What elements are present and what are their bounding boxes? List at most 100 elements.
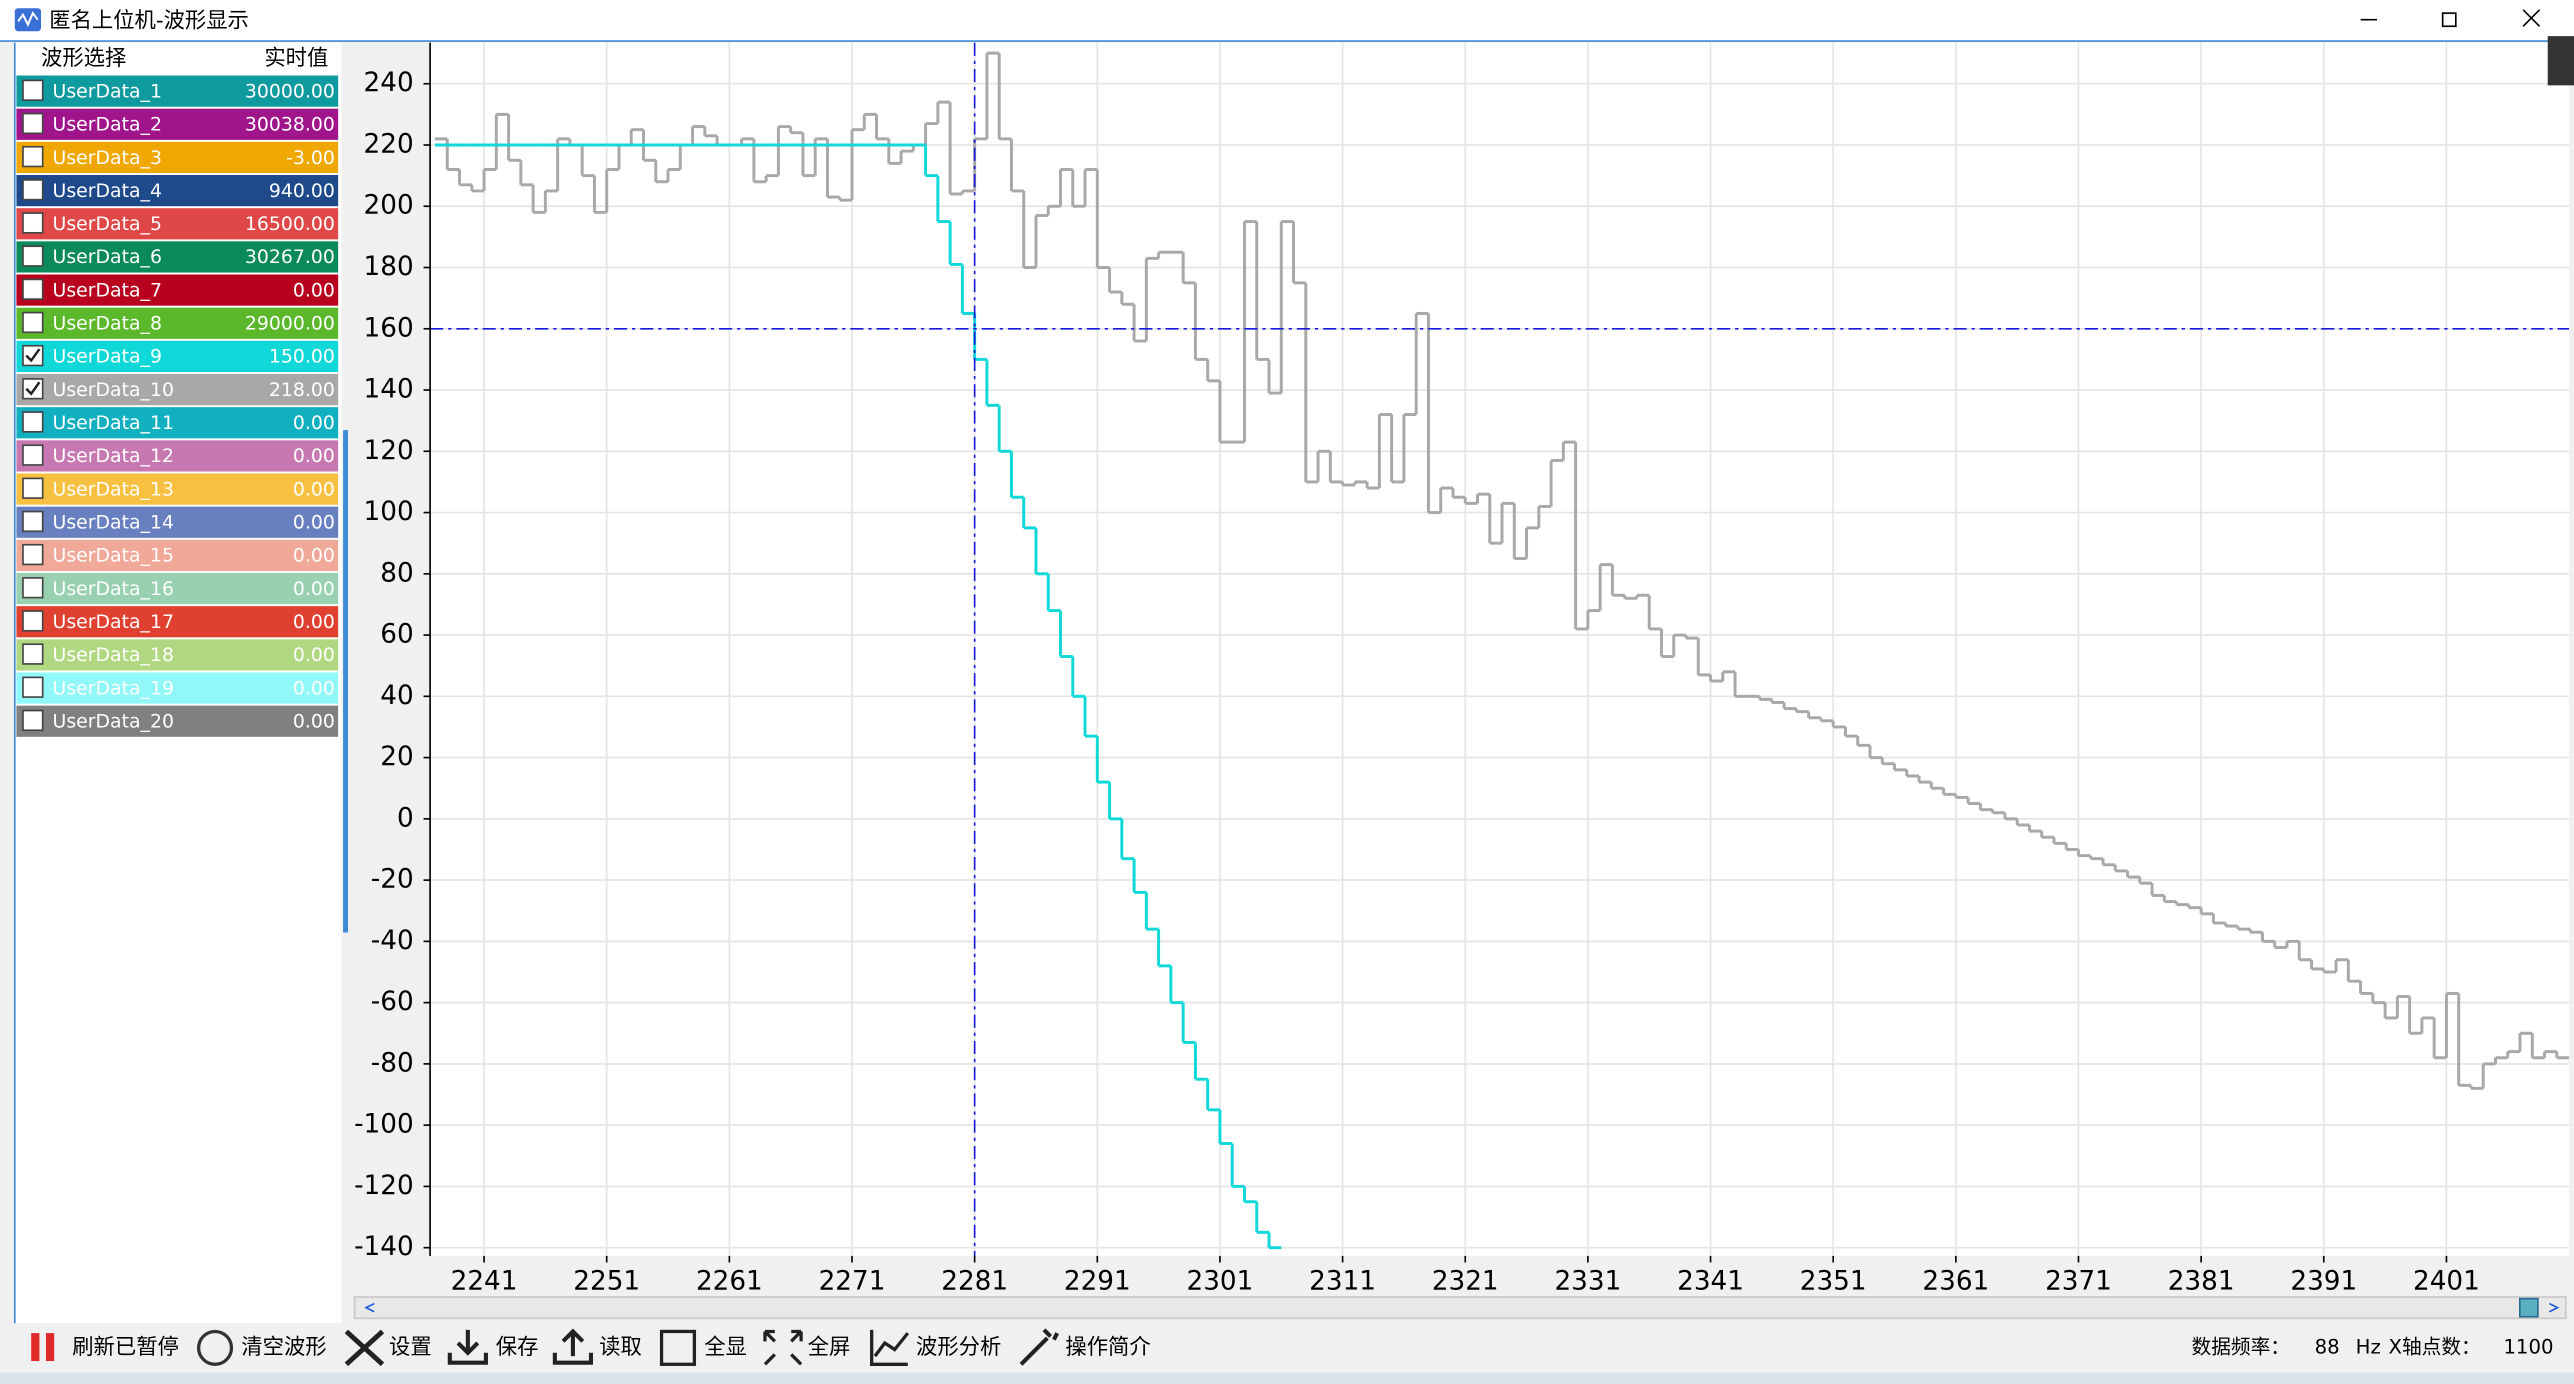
fullscreen-icon[interactable]: [763, 1329, 803, 1366]
toolbar-button[interactable]: 全屏: [808, 1335, 851, 1360]
y-tick-label: 220: [364, 129, 414, 159]
x-tick-label: 2241: [451, 1267, 518, 1297]
toolbar-button[interactable]: 刷新已暂停: [72, 1335, 179, 1360]
checkbox[interactable]: [22, 510, 44, 533]
channel-value: 0.00: [293, 445, 335, 467]
checkbox[interactable]: [22, 112, 44, 135]
toolbar-button[interactable]: 读取: [599, 1335, 642, 1360]
checkbox[interactable]: [22, 577, 44, 599]
checkbox[interactable]: [22, 444, 44, 466]
x-tick-label: 2341: [1677, 1267, 1744, 1297]
channel-row[interactable]: [16, 572, 339, 605]
scroll-left[interactable]: [364, 1302, 375, 1313]
channel-row[interactable]: [16, 274, 339, 306]
channel-row[interactable]: [16, 473, 339, 505]
checkbox[interactable]: [22, 179, 44, 201]
checkbox[interactable]: [22, 643, 44, 665]
y-tick-label: -60: [371, 987, 414, 1017]
channel-row[interactable]: [16, 705, 339, 737]
checkbox[interactable]: [22, 411, 44, 433]
channel-row[interactable]: [16, 506, 339, 538]
channel-name: UserData_13: [53, 478, 174, 500]
toolbar-button[interactable]: 设置: [389, 1335, 432, 1360]
h-scrollbar[interactable]: [353, 1296, 2567, 1320]
channel-value: 0.00: [293, 677, 335, 699]
checkbox[interactable]: [22, 278, 44, 300]
channel-value: 16500.00: [245, 213, 335, 235]
channel-row[interactable]: [16, 539, 339, 572]
checkbox[interactable]: [22, 145, 44, 168]
list-header: 波形选择: [41, 46, 126, 71]
scroll-thumb[interactable]: [2519, 1297, 2539, 1318]
checkbox[interactable]: [22, 709, 44, 732]
close-button[interactable]: [2522, 9, 2541, 27]
channel-value: 29000.00: [245, 313, 335, 335]
help-icon[interactable]: [1019, 1328, 1060, 1366]
clear-icon[interactable]: [196, 1329, 234, 1366]
channel-value: 0.00: [293, 711, 335, 733]
channel-row[interactable]: [16, 340, 339, 373]
x-tick-label: 2251: [573, 1267, 640, 1297]
checkbox[interactable]: [22, 477, 44, 499]
channel-row[interactable]: [16, 440, 339, 472]
channel-row[interactable]: [16, 208, 339, 240]
channel-value: 0.00: [293, 279, 335, 301]
channel-name: UserData_7: [53, 279, 162, 301]
pause-icon[interactable]: [31, 1333, 40, 1362]
toolbar-button[interactable]: 波形分析: [916, 1335, 1001, 1360]
checkbox[interactable]: [22, 676, 44, 698]
x-tick-label: 2291: [1064, 1267, 1131, 1297]
scroll-right[interactable]: [2549, 1302, 2560, 1313]
channel-row[interactable]: [16, 75, 339, 107]
bottom-strip: [0, 1372, 2574, 1384]
toolbar-button[interactable]: 操作简介: [1065, 1335, 1150, 1360]
channel-value: 0.00: [293, 478, 335, 500]
channel-row[interactable]: [16, 639, 339, 671]
channel-value: 0.00: [293, 545, 335, 567]
checkbox[interactable]: [22, 79, 44, 101]
channel-row[interactable]: [16, 373, 339, 406]
checkbox[interactable]: [22, 344, 44, 367]
checkbox[interactable]: [22, 610, 44, 632]
side-tab[interactable]: [2547, 36, 2574, 86]
splitter[interactable]: [343, 430, 349, 933]
channel-value: 0.00: [293, 578, 335, 600]
x-tick-label: 2391: [2290, 1267, 2357, 1297]
toolbar-button[interactable]: 清空波形: [241, 1335, 326, 1360]
fit-icon[interactable]: [659, 1329, 697, 1366]
channel-name: UserData_20: [53, 711, 174, 733]
settings-icon[interactable]: [344, 1329, 385, 1367]
channel-value: 0.00: [293, 512, 335, 534]
load-icon[interactable]: [552, 1328, 594, 1365]
analysis-icon[interactable]: [870, 1329, 910, 1366]
channel-row[interactable]: [16, 606, 339, 638]
channel-row[interactable]: [16, 175, 339, 207]
checkbox[interactable]: [22, 245, 44, 267]
checkbox[interactable]: [22, 378, 44, 400]
channel-name: UserData_8: [53, 313, 162, 335]
toolbar: [0, 1323, 2574, 1373]
pause-icon[interactable]: [45, 1333, 55, 1362]
x-tick-label: 2351: [1800, 1267, 1867, 1297]
y-tick-label: -140: [354, 1232, 414, 1262]
checkbox[interactable]: [22, 311, 44, 334]
toolbar-button[interactable]: 保存: [496, 1335, 539, 1360]
channel-name: UserData_9: [53, 346, 162, 368]
x-tick-label: 2381: [2168, 1267, 2235, 1297]
channel-row[interactable]: [16, 241, 339, 273]
save-icon[interactable]: [447, 1329, 488, 1365]
channel-row[interactable]: [16, 407, 339, 439]
channel-row[interactable]: [16, 672, 339, 704]
y-tick-label: 100: [364, 497, 414, 527]
channel-row[interactable]: [16, 141, 339, 174]
restore-button[interactable]: [2441, 12, 2457, 28]
toolbar-button[interactable]: 全显: [704, 1335, 747, 1360]
channel-name: UserData_10: [53, 379, 174, 401]
channel-name: UserData_17: [53, 611, 174, 633]
y-tick-label: 160: [364, 313, 414, 343]
channel-row[interactable]: [16, 108, 339, 140]
y-tick-label: -20: [371, 865, 414, 895]
checkbox[interactable]: [22, 543, 44, 566]
checkbox[interactable]: [22, 212, 44, 234]
channel-row[interactable]: [16, 307, 339, 339]
